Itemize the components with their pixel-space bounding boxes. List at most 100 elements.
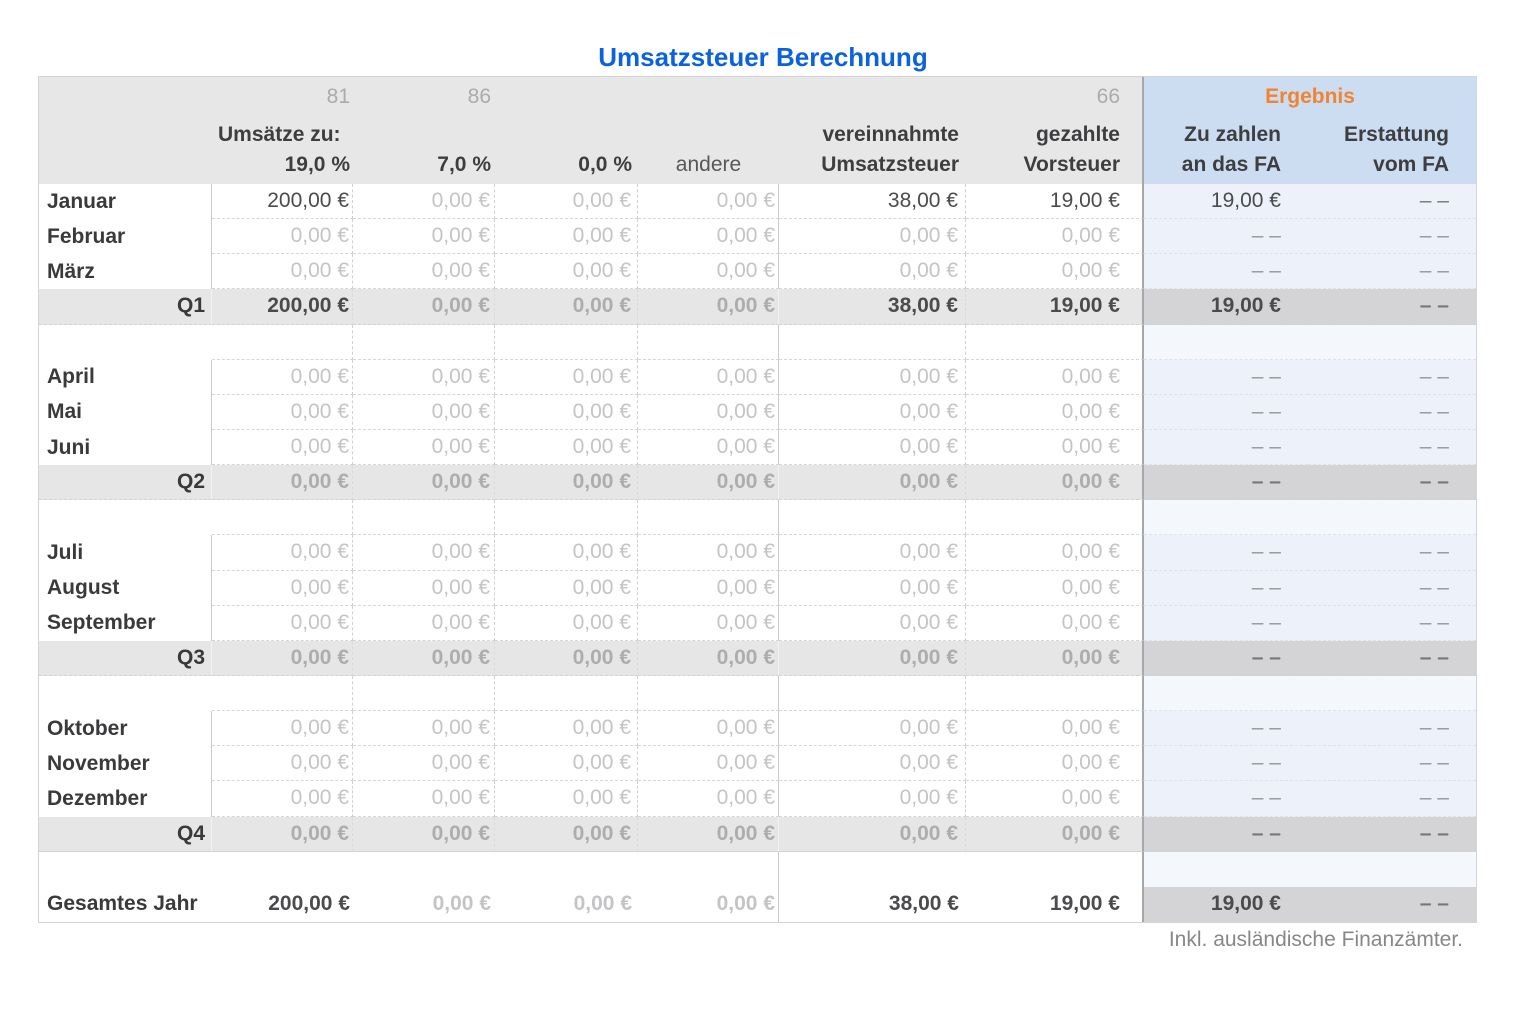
value-cell-andere[interactable]: 0,00 € (638, 184, 779, 220)
value-cell-19[interactable]: 0,00 € (212, 219, 353, 255)
value-cell-vorsteuer[interactable]: 0,00 € (966, 746, 1144, 782)
value-cell-0[interactable]: 0,00 € (495, 605, 638, 641)
value-cell-vorsteuer[interactable]: 0,00 € (966, 429, 1144, 466)
result-cell-erstattung[interactable]: – – (1308, 465, 1476, 501)
result-cell-erstattung[interactable]: – – (1308, 746, 1476, 782)
result-cell-zu-zahlen[interactable]: – – (1144, 535, 1308, 571)
value-cell-umsatzsteuer[interactable]: 38,00 € (888, 892, 959, 916)
result-cell-zu-zahlen[interactable]: – – (1144, 816, 1308, 852)
value-cell-andere[interactable]: 0,00 € (638, 570, 779, 606)
value-cell-0[interactable]: 0,00 € (495, 254, 638, 290)
result-cell-erstattung[interactable]: – – (1308, 254, 1476, 290)
value-cell-umsatzsteuer[interactable]: 0,00 € (779, 570, 966, 606)
value-cell-19[interactable]: 0,00 € (212, 535, 353, 571)
value-cell-19[interactable]: 0,00 € (212, 781, 353, 817)
value-cell-0[interactable]: 0,00 € (495, 465, 638, 501)
value-cell-19[interactable]: 0,00 € (212, 465, 353, 501)
value-cell-19[interactable]: 0,00 € (212, 359, 353, 395)
value-cell-7[interactable]: 0,00 € (353, 535, 495, 571)
value-cell-umsatzsteuer[interactable]: 0,00 € (779, 746, 966, 782)
value-cell-7[interactable]: 0,00 € (353, 605, 495, 641)
value-cell-vorsteuer[interactable]: 0,00 € (966, 219, 1144, 255)
result-cell-erstattung[interactable]: – – (1308, 781, 1476, 817)
value-cell-umsatzsteuer[interactable]: 0,00 € (779, 394, 966, 430)
value-cell-umsatzsteuer[interactable]: 0,00 € (779, 605, 966, 641)
value-cell-andere[interactable]: 0,00 € (638, 605, 779, 641)
result-cell-zu-zahlen[interactable]: 19,00 € (1144, 886, 1308, 922)
value-cell-umsatzsteuer[interactable]: 0,00 € (779, 781, 966, 817)
value-cell-andere[interactable]: 0,00 € (638, 746, 779, 782)
value-cell-7[interactable]: 0,00 € (353, 184, 495, 220)
value-cell-19[interactable]: 0,00 € (212, 711, 353, 747)
value-cell-vorsteuer[interactable]: 0,00 € (966, 570, 1144, 606)
value-cell-andere[interactable]: 0,00 € (638, 535, 779, 571)
value-cell-andere[interactable]: 0,00 € (638, 219, 779, 255)
value-cell-umsatzsteuer[interactable]: 0,00 € (779, 711, 966, 747)
value-cell-19[interactable]: 0,00 € (212, 254, 353, 290)
result-cell-zu-zahlen[interactable]: – – (1144, 746, 1308, 782)
value-cell-vorsteuer[interactable]: 0,00 € (966, 394, 1144, 430)
value-cell-andere[interactable]: 0,00 € (638, 429, 779, 466)
value-cell-andere[interactable]: 0,00 € (638, 465, 779, 501)
result-cell-zu-zahlen[interactable]: 19,00 € (1144, 289, 1308, 325)
value-cell-andere[interactable]: 0,00 € (638, 816, 779, 852)
value-cell-umsatzsteuer[interactable]: 0,00 € (779, 429, 966, 466)
value-cell-andere[interactable]: 0,00 € (638, 394, 779, 430)
value-cell-7[interactable]: 0,00 € (353, 289, 495, 325)
result-cell-erstattung[interactable]: – – (1308, 535, 1476, 571)
result-cell-erstattung[interactable]: – – (1308, 640, 1476, 676)
result-cell-zu-zahlen[interactable]: – – (1144, 711, 1308, 747)
value-cell-0[interactable]: 0,00 € (495, 711, 638, 747)
value-cell-vorsteuer[interactable]: 0,00 € (966, 359, 1144, 395)
value-cell-andere[interactable]: 0,00 € (638, 886, 779, 922)
result-cell-erstattung[interactable]: – – (1308, 429, 1476, 466)
value-cell-andere[interactable]: 0,00 € (638, 781, 779, 817)
result-cell-zu-zahlen[interactable]: – – (1144, 394, 1308, 430)
value-cell-andere[interactable]: 0,00 € (638, 254, 779, 290)
value-cell-vorsteuer[interactable]: 0,00 € (966, 816, 1144, 852)
value-cell-umsatzsteuer[interactable]: 0,00 € (779, 535, 966, 571)
value-cell-umsatzsteuer[interactable]: 0,00 € (779, 219, 966, 255)
value-cell-7[interactable]: 0,00 € (353, 570, 495, 606)
value-cell-19[interactable]: 0,00 € (212, 394, 353, 430)
value-cell-7[interactable]: 0,00 € (353, 359, 495, 395)
value-cell-vorsteuer[interactable]: 0,00 € (966, 465, 1144, 501)
result-cell-erstattung[interactable]: – – (1308, 816, 1476, 852)
value-cell-19[interactable]: 200,00 € (212, 289, 353, 325)
value-cell-vorsteuer[interactable]: 0,00 € (966, 640, 1144, 676)
value-cell-19[interactable]: 0,00 € (212, 640, 353, 676)
result-cell-zu-zahlen[interactable]: 19,00 € (1144, 184, 1308, 220)
value-cell-andere[interactable]: 0,00 € (638, 359, 779, 395)
value-cell-7[interactable]: 0,00 € (353, 781, 495, 817)
value-cell-umsatzsteuer[interactable]: 0,00 € (779, 465, 966, 501)
value-cell-vorsteuer[interactable]: 0,00 € (966, 535, 1144, 571)
value-cell-7[interactable]: 0,00 € (353, 219, 495, 255)
value-cell-0[interactable]: 0,00 € (495, 429, 638, 466)
result-cell-zu-zahlen[interactable]: – – (1144, 359, 1308, 395)
value-cell-0[interactable]: 0,00 € (495, 781, 638, 817)
value-cell-7[interactable]: 0,00 € (353, 640, 495, 676)
value-cell-vorsteuer[interactable]: 0,00 € (966, 781, 1144, 817)
result-cell-zu-zahlen[interactable]: – – (1144, 605, 1308, 641)
value-cell-7[interactable]: 0,00 € (353, 816, 495, 852)
value-cell-0[interactable]: 0,00 € (495, 746, 638, 782)
value-cell-vorsteuer[interactable]: 19,00 € (966, 289, 1144, 325)
value-cell-0[interactable]: 0,00 € (573, 892, 632, 916)
value-cell-19[interactable]: 0,00 € (212, 746, 353, 782)
value-cell-umsatzsteuer[interactable]: 38,00 € (779, 184, 966, 220)
value-cell-19[interactable]: 0,00 € (212, 605, 353, 641)
value-cell-0[interactable]: 0,00 € (495, 535, 638, 571)
result-cell-erstattung[interactable]: – – (1308, 184, 1476, 220)
value-cell-7[interactable]: 0,00 € (353, 254, 495, 290)
value-cell-0[interactable]: 0,00 € (495, 289, 638, 325)
result-cell-zu-zahlen[interactable]: – – (1144, 640, 1308, 676)
result-cell-erstattung[interactable]: – – (1308, 570, 1476, 606)
result-cell-erstattung[interactable]: – – (1308, 359, 1476, 395)
result-cell-erstattung[interactable]: – – (1308, 289, 1476, 325)
result-cell-zu-zahlen[interactable]: – – (1144, 781, 1308, 817)
value-cell-19[interactable]: 200,00 € (268, 892, 350, 916)
value-cell-vorsteuer[interactable]: 0,00 € (966, 605, 1144, 641)
value-cell-7[interactable]: 0,00 € (353, 711, 495, 747)
value-cell-umsatzsteuer[interactable]: 0,00 € (779, 640, 966, 676)
value-cell-7[interactable]: 0,00 € (353, 746, 495, 782)
